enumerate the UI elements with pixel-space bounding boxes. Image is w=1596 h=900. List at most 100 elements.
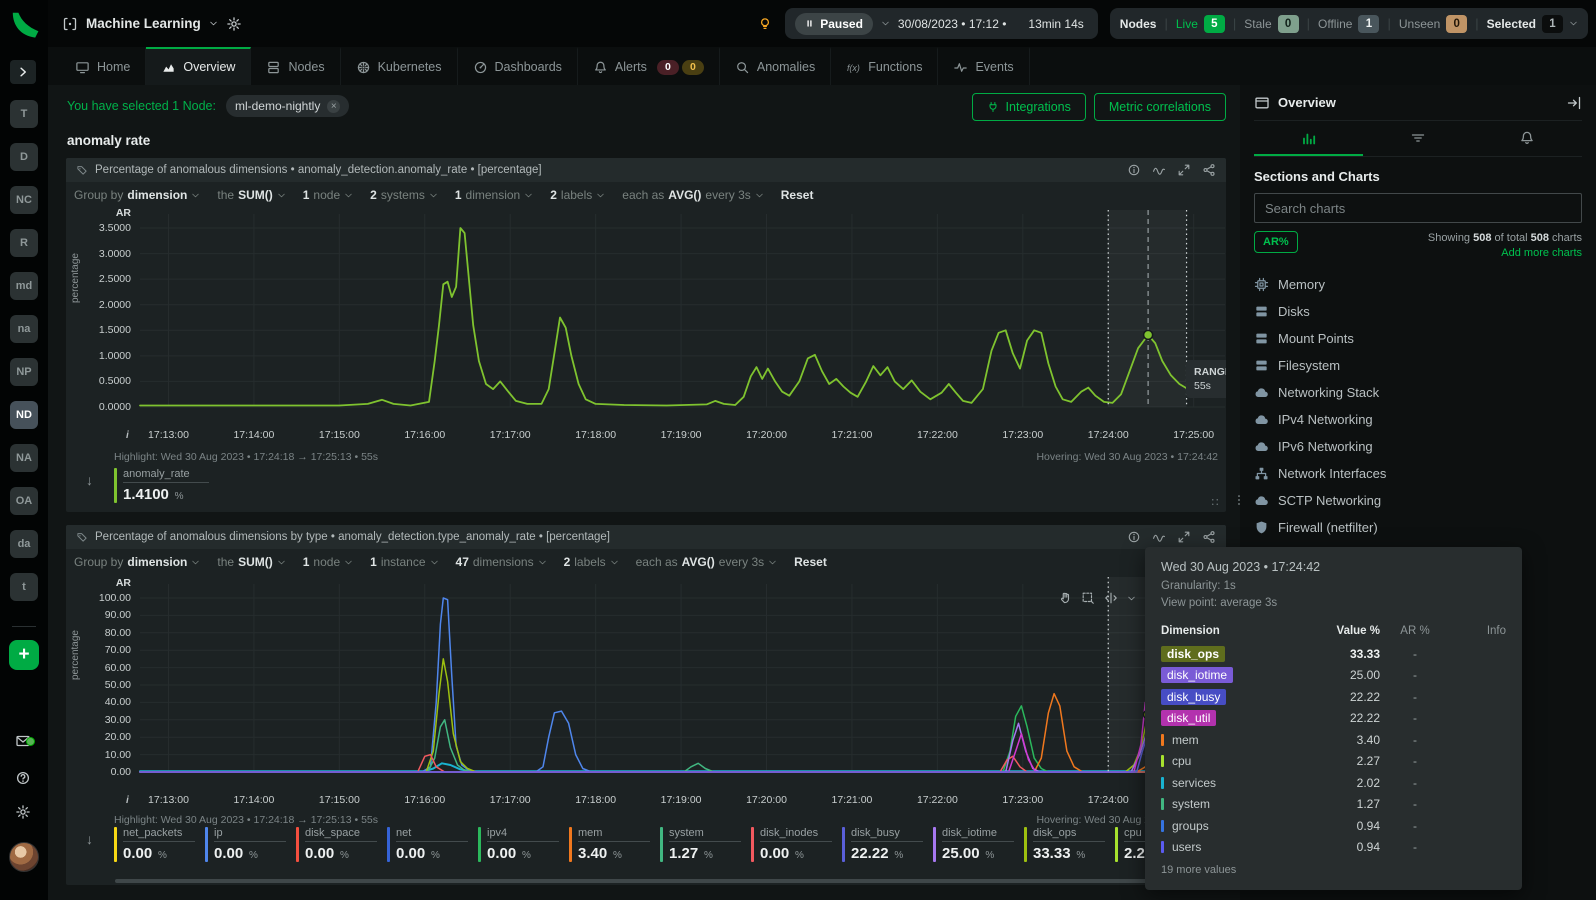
chart-toolbar-47-dimensions[interactable]: 47 dimensions — [456, 555, 547, 569]
legend-ipv4[interactable]: ipv40.00 % — [478, 827, 569, 862]
legend-anomaly_rate[interactable]: anomaly_rate1.4100 % — [114, 468, 209, 503]
room-settings-icon[interactable] — [226, 16, 242, 32]
sidebar-item-sctp-networking[interactable]: SCTP Networking — [1254, 487, 1582, 514]
legend-disk_ops[interactable]: disk_ops33.33 % — [1024, 827, 1115, 862]
workspace-na[interactable]: na — [10, 315, 38, 343]
legend-expand-icon[interactable]: ↓ — [86, 472, 93, 488]
fullscreen-icon[interactable] — [1177, 163, 1191, 177]
chart-toolbar-reset[interactable]: Reset — [781, 188, 814, 202]
chart-plot-svg[interactable] — [66, 575, 1226, 781]
chevron-down-icon[interactable] — [1569, 19, 1578, 28]
stale-nodes[interactable]: Stale 0 — [1244, 15, 1298, 33]
chart-toolbar-the-sum-[interactable]: the SUM() — [217, 188, 285, 202]
workspace-r[interactable]: R — [10, 229, 38, 257]
legend-expand-icon[interactable]: ↓ — [86, 831, 93, 847]
chart-toolbar-2-labels[interactable]: 2 labels — [564, 555, 619, 569]
chevron-down-icon[interactable] — [1127, 594, 1136, 603]
tab-home[interactable]: Home — [60, 47, 146, 85]
legend-system[interactable]: system1.27 % — [660, 827, 751, 862]
sidebar-item-networking-stack[interactable]: Networking Stack — [1254, 379, 1582, 406]
live-nodes[interactable]: Live 5 — [1176, 15, 1225, 33]
horizontal-scrollbar[interactable] — [115, 879, 1224, 883]
fullscreen-icon[interactable] — [1177, 530, 1191, 544]
legend-disk_space[interactable]: disk_space0.00 % — [296, 827, 387, 862]
axis-info-marker[interactable]: i — [126, 795, 129, 806]
search-input[interactable] — [1254, 193, 1582, 223]
legend-net_packets[interactable]: net_packets0.00 % — [114, 827, 205, 862]
workspace-nc[interactable]: NC — [10, 186, 38, 214]
add-workspace-button[interactable]: + — [9, 640, 39, 670]
legend-ip[interactable]: ip0.00 % — [205, 827, 296, 862]
ar-filter-chip[interactable]: AR% — [1254, 231, 1298, 253]
chart-type-icon[interactable] — [1152, 530, 1166, 544]
tab-overview[interactable]: Overview — [146, 47, 251, 85]
rail-expand-button[interactable] — [10, 60, 36, 84]
workspace-t[interactable]: T — [10, 100, 38, 128]
sidebar-resize-handle[interactable] — [1232, 493, 1246, 507]
chart-toolbar-group-by-dimension[interactable]: Group by dimension — [74, 555, 200, 569]
add-more-charts-link[interactable]: Add more charts — [1428, 246, 1582, 261]
chart-toolbar-the-sum-[interactable]: the SUM() — [217, 555, 285, 569]
workspace-d[interactable]: D — [10, 143, 38, 171]
bulb-icon[interactable] — [757, 16, 773, 32]
legend-disk_busy[interactable]: disk_busy22.22 % — [842, 827, 933, 862]
share-icon[interactable] — [1202, 530, 1216, 544]
horizontal-zoom-icon[interactable] — [1104, 591, 1118, 605]
sidebar-item-ipv4-networking[interactable]: IPv4 Networking — [1254, 406, 1582, 433]
legend-disk_iotime[interactable]: disk_iotime25.00 % — [933, 827, 1024, 862]
selected-nodes[interactable]: Selected 1 — [1487, 15, 1578, 33]
unseen-nodes[interactable]: Unseen 0 — [1399, 15, 1467, 33]
chart-toolbar-group-by-dimension[interactable]: Group by dimension — [74, 188, 200, 202]
sidebar-item-filesystem[interactable]: Filesystem — [1254, 352, 1582, 379]
workspace-nd[interactable]: ND — [10, 401, 38, 429]
chart-toolbar-1-dimension[interactable]: 1 dimension — [455, 188, 533, 202]
paused-button[interactable]: Paused — [795, 13, 873, 35]
legend-disk_inodes[interactable]: disk_inodes0.00 % — [751, 827, 842, 862]
tab-charts[interactable] — [1254, 121, 1363, 156]
chart-toolbar-1-node[interactable]: 1 node — [303, 188, 353, 202]
workspace-da[interactable]: da — [10, 530, 38, 558]
tab-events[interactable]: Events — [938, 47, 1029, 85]
collapse-sidebar-icon[interactable] — [1566, 95, 1582, 111]
tab-alerts[interactable] — [1473, 121, 1582, 156]
info-icon[interactable] — [1127, 530, 1141, 544]
chart-toolbar-reset[interactable]: Reset — [794, 555, 827, 569]
chevron-down-icon[interactable] — [881, 19, 890, 28]
workspace-md[interactable]: md — [10, 272, 38, 300]
tab-alerts[interactable]: Alerts00 — [578, 47, 720, 85]
axis-info-marker[interactable]: i — [126, 430, 129, 441]
share-icon[interactable] — [1202, 163, 1216, 177]
date-range[interactable]: 30/08/2023 • 17:12 • — [898, 17, 1007, 31]
select-area-icon[interactable] — [1081, 591, 1095, 605]
chart-toolbar-each-as-avg-every-3s[interactable]: each as AVG() every 3s — [622, 188, 764, 202]
pan-icon[interactable] — [1058, 591, 1072, 605]
chart-toolbar-2-labels[interactable]: 2 labels — [550, 188, 605, 202]
sidebar-item-network-interfaces[interactable]: Network Interfaces — [1254, 460, 1582, 487]
workspace-na[interactable]: NA — [10, 444, 38, 472]
chart-type-icon[interactable] — [1152, 163, 1166, 177]
tab-kubernetes[interactable]: Kubernetes — [341, 47, 458, 85]
integrations-button[interactable]: Integrations — [972, 93, 1086, 121]
sidebar-item-firewall-netfilter-[interactable]: Firewall (netfilter) — [1254, 514, 1582, 541]
tab-anomalies[interactable]: Anomalies — [720, 47, 831, 85]
metric-correlations-button[interactable]: Metric correlations — [1094, 93, 1226, 121]
workspace-np[interactable]: NP — [10, 358, 38, 386]
settings-button[interactable] — [15, 804, 33, 822]
user-avatar[interactable] — [9, 842, 39, 872]
close-icon[interactable]: × — [327, 100, 340, 113]
chart-toolbar-each-as-avg-every-3s[interactable]: each as AVG() every 3s — [636, 555, 778, 569]
netdata-logo-icon[interactable] — [8, 8, 40, 40]
chart-toolbar-1-node[interactable]: 1 node — [303, 555, 353, 569]
resize-handle[interactable] — [1209, 496, 1221, 508]
sidebar-item-disks[interactable]: Disks — [1254, 298, 1582, 325]
sidebar-item-mount-points[interactable]: Mount Points — [1254, 325, 1582, 352]
workspace-t[interactable]: t — [10, 573, 38, 601]
workspace-oa[interactable]: OA — [10, 487, 38, 515]
selected-node-pill[interactable]: ml-demo-nightly × — [226, 95, 349, 117]
offline-nodes[interactable]: Offline 1 — [1318, 15, 1379, 33]
legend-net[interactable]: net0.00 % — [387, 827, 478, 862]
sidebar-item-ipv6-networking[interactable]: IPv6 Networking — [1254, 433, 1582, 460]
chevron-down-icon[interactable] — [209, 19, 218, 28]
tab-filters[interactable] — [1363, 121, 1472, 156]
tab-nodes[interactable]: Nodes — [251, 47, 340, 85]
